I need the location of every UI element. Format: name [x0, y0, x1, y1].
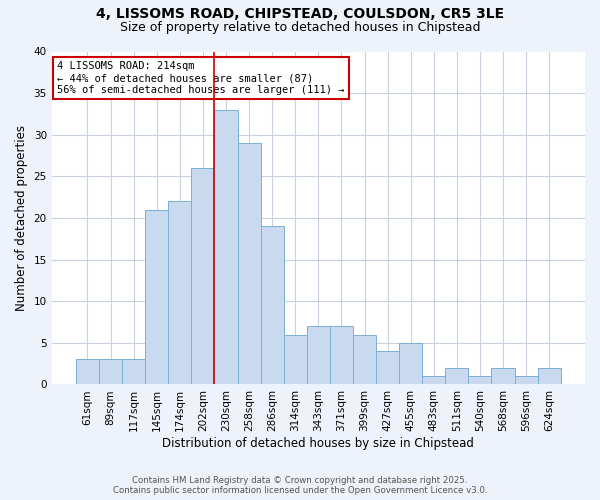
Text: 4 LISSOMS ROAD: 214sqm
← 44% of detached houses are smaller (87)
56% of semi-det: 4 LISSOMS ROAD: 214sqm ← 44% of detached…	[57, 62, 344, 94]
Bar	[145, 210, 168, 384]
Bar	[422, 376, 445, 384]
Bar	[399, 343, 422, 384]
Bar	[191, 168, 214, 384]
Bar	[238, 143, 260, 384]
Bar	[168, 202, 191, 384]
Bar	[538, 368, 561, 384]
Bar	[284, 334, 307, 384]
Bar	[445, 368, 469, 384]
Text: Size of property relative to detached houses in Chipstead: Size of property relative to detached ho…	[120, 21, 480, 34]
Bar	[491, 368, 515, 384]
Bar	[330, 326, 353, 384]
Bar	[76, 360, 99, 384]
Bar	[214, 110, 238, 384]
Text: Contains HM Land Registry data © Crown copyright and database right 2025.
Contai: Contains HM Land Registry data © Crown c…	[113, 476, 487, 495]
Bar	[122, 360, 145, 384]
Bar	[469, 376, 491, 384]
Text: 4, LISSOMS ROAD, CHIPSTEAD, COULSDON, CR5 3LE: 4, LISSOMS ROAD, CHIPSTEAD, COULSDON, CR…	[96, 8, 504, 22]
Bar	[376, 351, 399, 384]
Y-axis label: Number of detached properties: Number of detached properties	[15, 125, 28, 311]
Bar	[515, 376, 538, 384]
Bar	[307, 326, 330, 384]
Bar	[260, 226, 284, 384]
X-axis label: Distribution of detached houses by size in Chipstead: Distribution of detached houses by size …	[163, 437, 474, 450]
Bar	[353, 334, 376, 384]
Bar	[99, 360, 122, 384]
